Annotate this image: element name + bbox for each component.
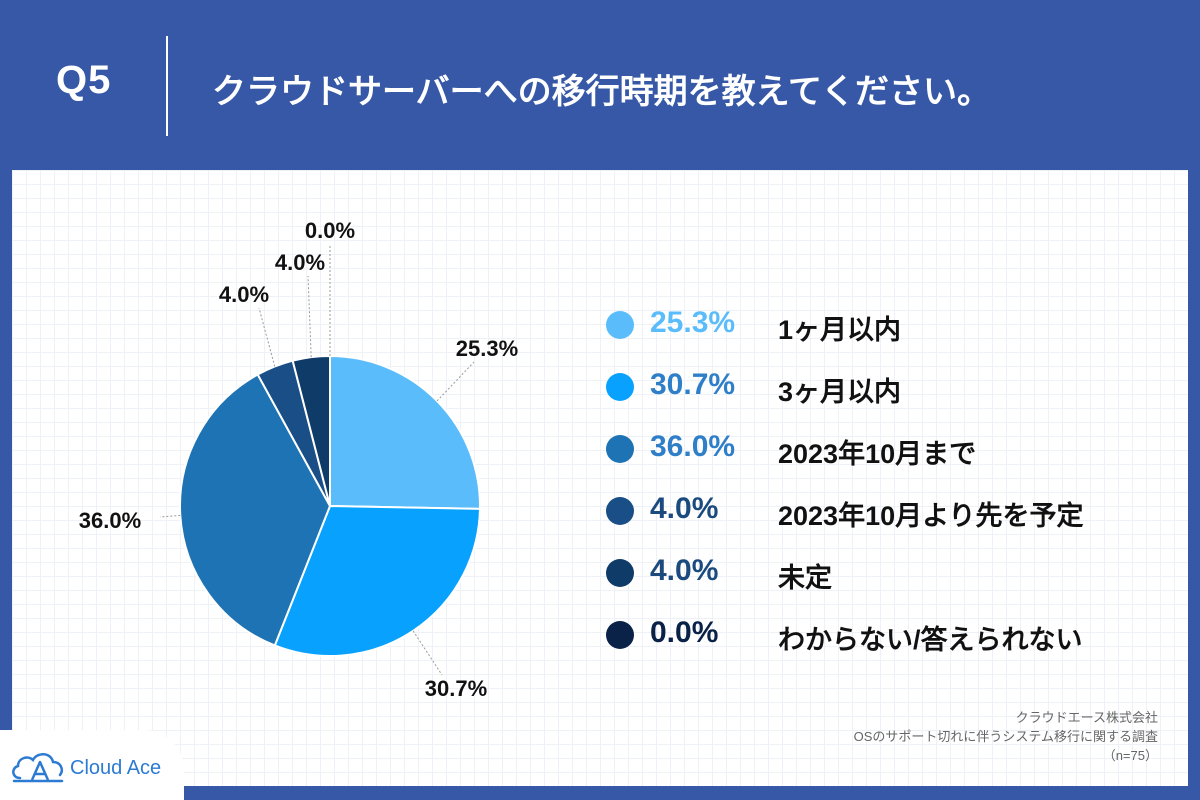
legend-swatch-icon (606, 497, 634, 525)
legend-percent: 4.0% (650, 492, 719, 525)
leader-line (412, 630, 443, 676)
legend-item: 4.0% 未定 (606, 550, 1166, 612)
source-sample: （n=75） (1102, 748, 1158, 763)
legend-label: わからない/答えられない (778, 625, 1083, 655)
legend-item: 30.7% 3ヶ月以内 (606, 364, 1166, 426)
data-label: 36.0% (79, 508, 141, 533)
legend-swatch-icon (606, 311, 634, 339)
pie-chart: 25.3% 30.7% 36.0% 4.0%4.0% 0.0% (79, 218, 518, 701)
legend-item: 36.0% 2023年10月まで (606, 426, 1166, 488)
legend-item: 4.0% 2023年10月より先を予定 (606, 488, 1166, 550)
data-label: 4.0% (275, 250, 325, 275)
leader-line (159, 514, 181, 518)
legend-label: 未定 (778, 563, 832, 593)
legend-item: 25.3% 1ヶ月以内 (606, 302, 1166, 364)
source-note: クラウドエース株式会社 OSのサポート切れに伴うシステム移行に関する調査 （n=… (854, 708, 1158, 765)
legend-label: 2023年10月より先を予定 (778, 501, 1084, 531)
leader-line (436, 361, 475, 402)
pie-slice (273, 504, 481, 657)
header-divider (166, 36, 168, 136)
legend-swatch-icon (606, 559, 634, 587)
chart-card: 25.3% 30.7% 36.0% 4.0% 4.0% 0.0% 25.3% 1ヶ月以内 … (12, 170, 1188, 786)
pie-slice (179, 373, 332, 647)
logo: Cloud Ace (0, 730, 184, 800)
source-company: クラウドエース株式会社 (1015, 710, 1158, 725)
legend-swatch-icon (606, 435, 634, 463)
legend-percent: 4.0% (650, 554, 719, 587)
data-label: 30.7% (425, 676, 487, 701)
legend: 25.3% 1ヶ月以内 30.7% 3ヶ月以内 36.0% 2023年10月まで… (606, 302, 1166, 674)
data-label: 4.0% (219, 282, 269, 307)
legend-label: 1ヶ月以内 (778, 315, 902, 345)
leader-line (258, 307, 276, 367)
legend-label: 2023年10月まで (778, 439, 977, 469)
data-label: 25.3% (456, 336, 518, 361)
cloud-logo-icon (12, 753, 64, 783)
page-title: クラウドサーバーへの移行時期を教えてください。 (212, 73, 991, 111)
legend-percent: 25.3% (650, 306, 736, 339)
pie-slice (329, 354, 481, 510)
legend-percent: 36.0% (650, 430, 736, 463)
logo-text: Cloud Ace (70, 757, 162, 779)
legend-label: 3ヶ月以内 (778, 377, 902, 407)
legend-percent: 30.7% (650, 368, 736, 401)
data-label: 0.0% (305, 218, 355, 243)
legend-swatch-icon (606, 373, 634, 401)
legend-swatch-icon (606, 621, 634, 649)
legend-percent: 0.0% (650, 616, 719, 649)
legend-item: 0.0% わからない/答えられない (606, 612, 1166, 674)
leader-line (307, 275, 312, 358)
question-number: Q5 (56, 58, 112, 102)
source-survey: OSのサポート切れに伴うシステム移行に関する調査 (853, 729, 1158, 744)
